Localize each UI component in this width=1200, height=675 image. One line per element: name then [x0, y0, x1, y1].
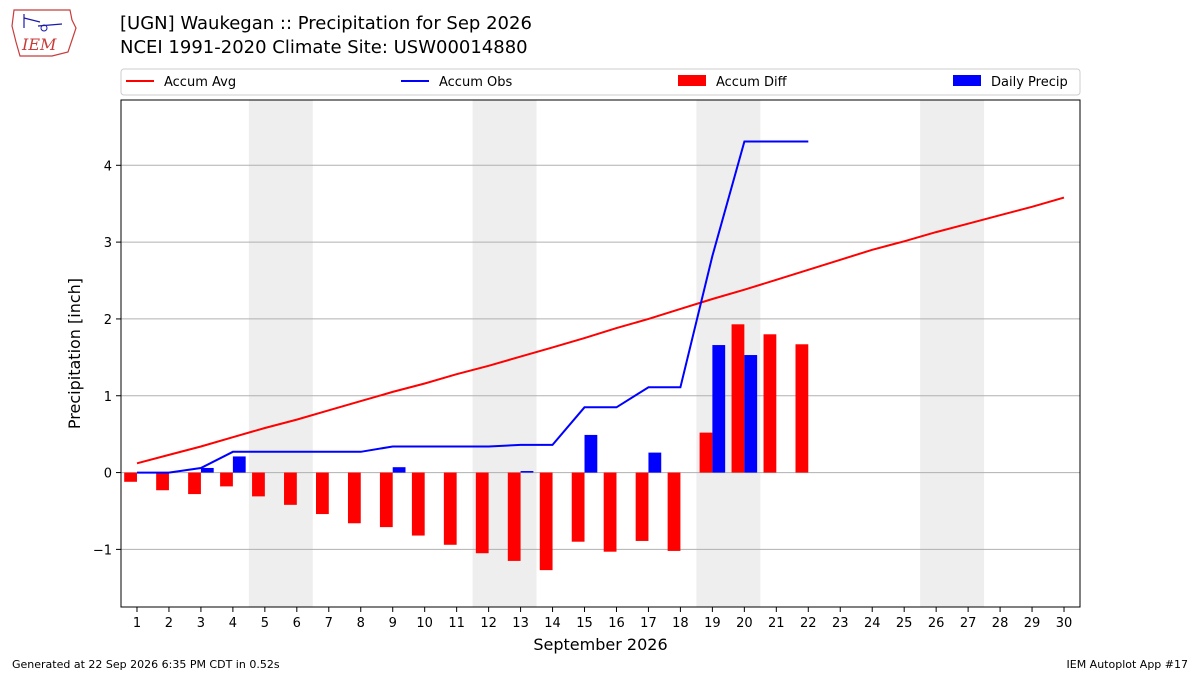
legend-accum-avg-label: Accum Avg	[164, 75, 236, 90]
iem-logo: IEM	[11, 9, 77, 57]
x-tick-label: 19	[704, 616, 721, 631]
x-tick-label: 16	[608, 616, 625, 631]
y-axis: −1 0 1 2 3 4	[93, 159, 121, 558]
x-tick-label: 20	[736, 616, 753, 631]
legend-accum-obs-label: Accum Obs	[439, 75, 512, 90]
accum-diff-bar	[539, 472, 553, 571]
accum-diff-bar	[603, 472, 617, 552]
accum-diff-bar	[188, 472, 201, 495]
accum-diff-bar	[731, 324, 745, 473]
y-tick-label: 1	[104, 390, 112, 405]
y-tick-label: 0	[104, 467, 112, 482]
legend: Accum Avg Accum Obs Accum Diff Daily Precip	[120, 68, 1081, 96]
accum-diff-bar	[507, 472, 521, 561]
x-tick-label: 18	[672, 616, 689, 631]
x-tick-label: 17	[640, 616, 657, 631]
x-tick-label: 23	[832, 616, 849, 631]
plot-frame	[120, 99, 1081, 608]
weekend-band	[248, 100, 313, 607]
daily-precip-bar	[744, 355, 758, 473]
x-tick-label: 22	[800, 616, 817, 631]
y-tick-label: 2	[104, 313, 112, 328]
legend-accum-diff-label: Accum Diff	[716, 75, 788, 90]
x-tick-label: 5	[261, 616, 269, 631]
daily-precip-bar	[200, 467, 214, 473]
daily-precip-bar	[584, 434, 598, 473]
x-tick-label: 11	[448, 616, 465, 631]
y-tick-label: 3	[104, 236, 112, 251]
daily-precip-bar	[392, 467, 406, 473]
accum-diff-bar	[284, 472, 297, 505]
logo-text: IEM	[21, 35, 57, 54]
chart-title: [UGN] Waukegan :: Precipitation for Sep …	[120, 13, 532, 34]
footer-generated: Generated at 22 Sep 2026 6:35 PM CDT in …	[12, 658, 280, 671]
x-tick-label: 29	[1024, 616, 1041, 631]
x-tick-label: 9	[389, 616, 397, 631]
weekend-band	[696, 100, 761, 607]
accum-diff-bar	[379, 472, 393, 528]
accum-diff-bar	[443, 472, 457, 545]
x-tick-label: 27	[960, 616, 977, 631]
accum-diff-bar	[411, 472, 425, 536]
daily-precip-bar	[712, 345, 726, 473]
x-tick-label: 15	[576, 616, 593, 631]
accum-diff-bar	[315, 472, 329, 515]
x-tick-label: 30	[1056, 616, 1073, 631]
accum-diff-bar	[220, 472, 233, 487]
x-tick-label: 7	[325, 616, 333, 631]
x-tick-label: 14	[544, 616, 561, 631]
accum-diff-bar	[763, 334, 777, 473]
accum-diff-bar	[124, 472, 137, 482]
accum-diff-bar	[699, 432, 713, 473]
x-tick-label: 2	[165, 616, 173, 631]
footer-app-id: IEM Autoplot App #17	[1066, 658, 1189, 671]
daily-precip-bar	[648, 452, 662, 473]
series-lines	[136, 140, 1065, 474]
weekend-bands	[248, 100, 985, 607]
accum-diff-bar	[475, 472, 489, 554]
y-tick-label: −1	[93, 543, 112, 558]
x-tick-label: 6	[293, 616, 301, 631]
x-tick-label: 8	[357, 616, 365, 631]
y-tick-label: 4	[104, 159, 112, 174]
x-tick-label: 21	[768, 616, 785, 631]
accum-diff-bar	[635, 472, 649, 541]
daily-precip-bar	[520, 471, 534, 473]
x-tick-label: 25	[896, 616, 913, 631]
accum-diff-bar	[156, 472, 169, 491]
x-tick-label: 3	[197, 616, 205, 631]
chart-subtitle: NCEI 1991-2020 Climate Site: USW00014880	[120, 37, 528, 58]
accum-diff-bar	[667, 472, 681, 551]
x-tick-label: 28	[992, 616, 1009, 631]
x-tick-label: 12	[480, 616, 497, 631]
accum-diff-bar	[795, 344, 809, 473]
accum-diff-bar	[571, 472, 585, 542]
x-tick-label: 24	[864, 616, 881, 631]
x-tick-label: 4	[229, 616, 237, 631]
x-tick-label: 26	[928, 616, 945, 631]
legend-daily-precip-label: Daily Precip	[991, 75, 1068, 90]
accum-diff-bar	[347, 472, 361, 524]
accum-obs-line	[137, 140, 809, 474]
bars	[124, 324, 809, 571]
x-tick-label: 13	[512, 616, 529, 631]
y-axis-label: Precipitation [inch]	[65, 278, 84, 429]
grid-lines	[121, 164, 1080, 550]
x-axis: 1 2 3 4 5 6 7 8 9 10 11 12 13 14 15 16 17 18 19 20 21 22 23 24 2…	[133, 607, 1072, 631]
accum-avg-line	[136, 196, 1065, 465]
x-tick-label: 1	[133, 616, 141, 631]
weekend-band	[920, 100, 985, 607]
legend-daily-precip-swatch	[953, 75, 981, 86]
daily-precip-bar	[232, 456, 246, 473]
legend-accum-diff-swatch	[678, 75, 706, 86]
legend-box	[120, 68, 1081, 96]
accum-diff-bar	[252, 472, 265, 497]
x-tick-label: 10	[416, 616, 433, 631]
x-axis-label: September 2026	[533, 635, 667, 654]
